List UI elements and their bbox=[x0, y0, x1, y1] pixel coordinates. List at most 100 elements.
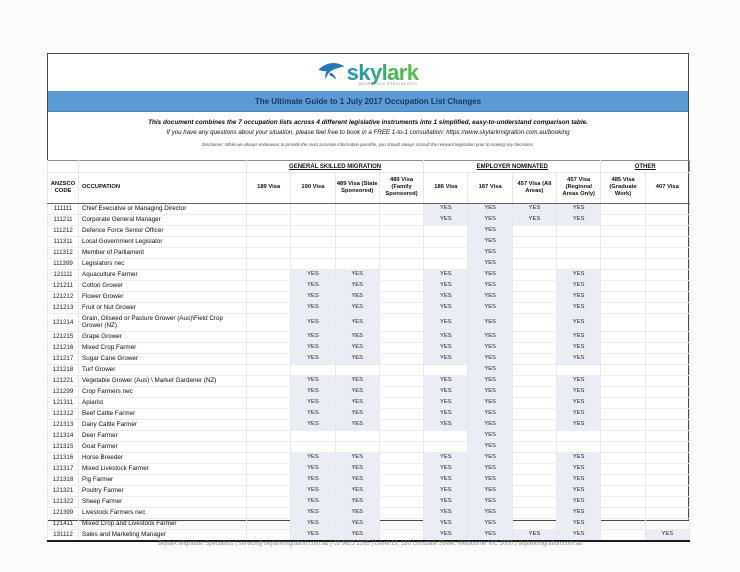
visa-eligibility-cell: YES bbox=[423, 312, 469, 332]
visa-eligibility-cell: YES bbox=[334, 312, 380, 332]
occupation-cell: Grape Grower bbox=[78, 330, 247, 343]
visa-eligibility-cell bbox=[644, 235, 691, 248]
anzsco-code-cell: 111111 bbox=[47, 202, 79, 215]
anzsco-code-cell: 121218 bbox=[47, 363, 79, 376]
visa-eligibility-cell bbox=[511, 301, 558, 314]
visa-eligibility-cell bbox=[245, 407, 292, 420]
visa-eligibility-cell bbox=[600, 418, 646, 431]
table-row: 111312 Member of Parliament YES bbox=[47, 246, 691, 259]
visa-eligibility-cell bbox=[511, 462, 558, 475]
anzsco-code-cell: 121215 bbox=[47, 330, 79, 343]
visa-eligibility-cell: YES bbox=[290, 396, 336, 409]
visa-eligibility-cell bbox=[245, 517, 292, 530]
visa-eligibility-cell bbox=[644, 290, 691, 303]
visa-eligibility-cell: YES bbox=[556, 279, 602, 292]
visa-eligibility-cell: YES bbox=[334, 506, 380, 519]
occupation-cell: Fruit or Nut Grower bbox=[78, 301, 247, 314]
visa-eligibility-cell bbox=[511, 290, 558, 303]
visa-eligibility-cell: YES bbox=[467, 451, 513, 464]
visa-eligibility-cell bbox=[511, 352, 558, 365]
visa-eligibility-cell bbox=[290, 363, 336, 376]
table-row: 121322 Sheep Farmer YES YES YES YES YES bbox=[47, 495, 691, 508]
brand-letter: k bbox=[406, 60, 419, 85]
visa-eligibility-cell: YES bbox=[423, 517, 469, 530]
visa-eligibility-cell bbox=[378, 290, 425, 303]
table-row: 121314 Deer Farmer YES bbox=[47, 429, 691, 442]
anzsco-code-cell: 121399 bbox=[47, 506, 79, 519]
occupation-cell: Goat Farmer bbox=[78, 440, 247, 453]
table-row: 131112 Sales and Marketing Manager YES YES Y… bbox=[47, 528, 691, 541]
occupation-cell: Pig Farmer bbox=[78, 473, 247, 486]
visa-eligibility-cell: YES bbox=[423, 462, 469, 475]
table-row: 121218 Turf Grower YES bbox=[47, 363, 691, 376]
visa-eligibility-cell: YES bbox=[556, 352, 602, 365]
visa-eligibility-cell bbox=[245, 301, 292, 314]
visa-eligibility-cell bbox=[334, 224, 380, 237]
visa-eligibility-cell: YES bbox=[290, 473, 336, 486]
brand-letter: a bbox=[387, 60, 399, 85]
visa-eligibility-cell: YES bbox=[334, 268, 380, 281]
table-row: 121321 Poultry Farmer YES YES YES YES YES bbox=[47, 484, 691, 497]
table-row: 121217 Sugar Cane Grower YES YES YES YES YES bbox=[47, 352, 691, 365]
visa-eligibility-cell bbox=[600, 213, 646, 226]
visa-eligibility-cell bbox=[556, 224, 602, 237]
visa-column-header-489-family: 489 Visa (Family Sponsored) bbox=[378, 171, 425, 204]
visa-eligibility-cell bbox=[600, 268, 646, 281]
table-row: 121318 Pig Farmer YES YES YES YES YES bbox=[47, 473, 691, 486]
visa-eligibility-cell: YES bbox=[467, 407, 513, 420]
visa-eligibility-cell: YES bbox=[467, 473, 513, 486]
visa-eligibility-cell bbox=[378, 268, 425, 281]
booking-link[interactable]: https://www.skylarkmigration.com.au/book… bbox=[446, 129, 570, 136]
visa-eligibility-cell bbox=[511, 506, 558, 519]
visa-eligibility-cell bbox=[600, 506, 646, 519]
visa-column-header-485: 485 Visa (Graduate Work) bbox=[600, 171, 646, 204]
table-row: 111211 Corporate General Manager YES YES YES… bbox=[47, 213, 691, 226]
anzsco-code-cell: 121111 bbox=[47, 268, 79, 281]
visa-eligibility-cell: YES bbox=[290, 484, 336, 497]
visa-eligibility-cell bbox=[334, 213, 380, 226]
visa-eligibility-cell: YES bbox=[423, 341, 469, 354]
visa-eligibility-cell: YES bbox=[423, 385, 469, 398]
visa-eligibility-cell bbox=[245, 268, 292, 281]
visa-eligibility-cell bbox=[245, 385, 292, 398]
visa-eligibility-cell bbox=[600, 407, 646, 420]
visa-eligibility-cell: YES bbox=[423, 202, 469, 215]
visa-eligibility-cell bbox=[378, 374, 425, 387]
visa-eligibility-cell bbox=[378, 257, 425, 270]
occupation-table: GENERAL SKILLED MIGRATION EMPLOYER NOMIN… bbox=[47, 160, 691, 542]
visa-eligibility-cell: YES bbox=[467, 374, 513, 387]
visa-eligibility-cell: YES bbox=[290, 528, 336, 541]
table-row: 121316 Horse Breeder YES YES YES YES YES bbox=[47, 451, 691, 464]
visa-eligibility-cell bbox=[245, 462, 292, 475]
visa-column-header-457-all: 457 Visa (All Areas) bbox=[511, 171, 558, 204]
visa-eligibility-cell bbox=[511, 257, 558, 270]
visa-eligibility-cell bbox=[290, 246, 336, 259]
visa-eligibility-cell bbox=[556, 246, 602, 259]
visa-eligibility-cell bbox=[245, 330, 292, 343]
visa-eligibility-cell bbox=[644, 257, 691, 270]
visa-eligibility-cell: YES bbox=[334, 473, 380, 486]
visa-eligibility-cell bbox=[600, 235, 646, 248]
visa-eligibility-cell: YES bbox=[556, 418, 602, 431]
visa-eligibility-cell bbox=[511, 517, 558, 530]
visa-eligibility-cell bbox=[511, 330, 558, 343]
visa-eligibility-cell: YES bbox=[467, 528, 513, 541]
visa-eligibility-cell: YES bbox=[334, 517, 380, 530]
table-row: 121315 Goat Farmer YES bbox=[47, 440, 691, 453]
visa-eligibility-cell bbox=[423, 246, 469, 259]
occupation-cell: Cotton Grower bbox=[78, 279, 247, 292]
visa-eligibility-cell: YES bbox=[467, 246, 513, 259]
visa-eligibility-cell bbox=[245, 429, 292, 442]
visa-eligibility-cell bbox=[600, 451, 646, 464]
visa-eligibility-cell bbox=[644, 330, 691, 343]
visa-eligibility-cell bbox=[556, 440, 602, 453]
visa-eligibility-cell bbox=[600, 440, 646, 453]
visa-eligibility-cell: YES bbox=[467, 506, 513, 519]
visa-eligibility-cell: YES bbox=[467, 279, 513, 292]
visa-eligibility-cell: YES bbox=[467, 495, 513, 508]
visa-eligibility-cell bbox=[644, 506, 691, 519]
visa-eligibility-cell bbox=[245, 312, 292, 332]
visa-eligibility-cell bbox=[644, 407, 691, 420]
group-header-employer-nominated: EMPLOYER NOMINATED bbox=[423, 160, 601, 173]
visa-eligibility-cell bbox=[600, 257, 646, 270]
